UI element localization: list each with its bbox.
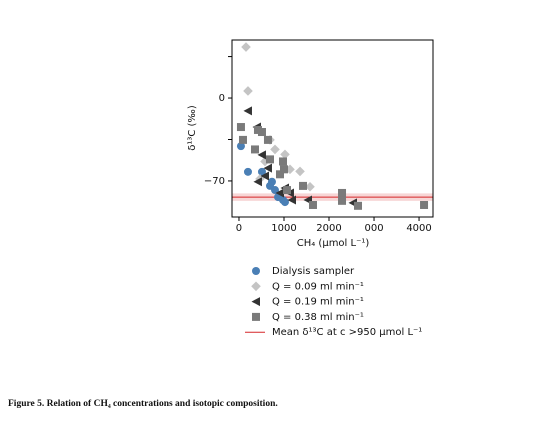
point — [287, 195, 297, 205]
point — [251, 145, 260, 154]
legend-label: Dialysis sampler — [272, 266, 355, 277]
y-tick-label: −70 — [204, 176, 225, 187]
point — [253, 125, 262, 134]
point — [257, 167, 266, 176]
point — [243, 106, 252, 116]
y-tick-label: 0 — [219, 93, 225, 104]
legend-marker — [252, 312, 260, 321]
point — [243, 86, 253, 96]
point — [275, 170, 284, 179]
point — [265, 155, 274, 164]
point — [354, 201, 363, 210]
y-axis-label: δ¹³C (‰) — [187, 105, 198, 151]
point — [263, 163, 272, 173]
x-tick-label: 2000 — [316, 223, 341, 234]
legend-label: Mean δ¹³C at c >950 μmol L⁻¹ — [272, 327, 422, 338]
point — [420, 200, 429, 209]
point — [338, 196, 347, 205]
point — [236, 142, 245, 151]
plot-frame — [231, 39, 434, 218]
legend-marker — [252, 267, 260, 275]
x-axis-label: CH₄ (μmol L⁻¹) — [297, 238, 370, 249]
legend-label: Q = 0.19 ml min⁻¹ — [272, 297, 364, 308]
point — [279, 157, 288, 166]
point — [236, 123, 245, 132]
x-tick-label: 000 — [364, 223, 383, 234]
point — [305, 181, 315, 192]
point — [243, 167, 252, 176]
point — [275, 188, 284, 198]
legend-label: Q = 0.38 ml min⁻¹ — [272, 312, 364, 323]
point — [270, 144, 280, 155]
point — [253, 177, 262, 187]
point — [260, 156, 270, 167]
point — [257, 150, 266, 160]
point — [257, 128, 266, 137]
point — [280, 198, 289, 207]
x-tick-label: 4000 — [406, 223, 431, 234]
point — [238, 135, 247, 144]
point — [338, 188, 347, 197]
point — [283, 186, 292, 195]
legend-marker — [251, 297, 260, 307]
point — [279, 165, 288, 174]
point — [260, 171, 269, 181]
point — [308, 200, 317, 209]
x-tick-label: 0 — [236, 223, 242, 234]
point — [265, 181, 274, 190]
x-tick-label: 1000 — [271, 223, 296, 234]
legend-marker — [251, 281, 261, 292]
point — [263, 135, 272, 144]
point — [241, 42, 251, 52]
caption: Figure 5. Relation of CH₄ concentrations… — [8, 399, 278, 409]
point — [295, 166, 305, 177]
point — [298, 181, 307, 190]
point — [280, 149, 290, 160]
legend-label: Q = 0.09 ml min⁻¹ — [272, 281, 364, 292]
